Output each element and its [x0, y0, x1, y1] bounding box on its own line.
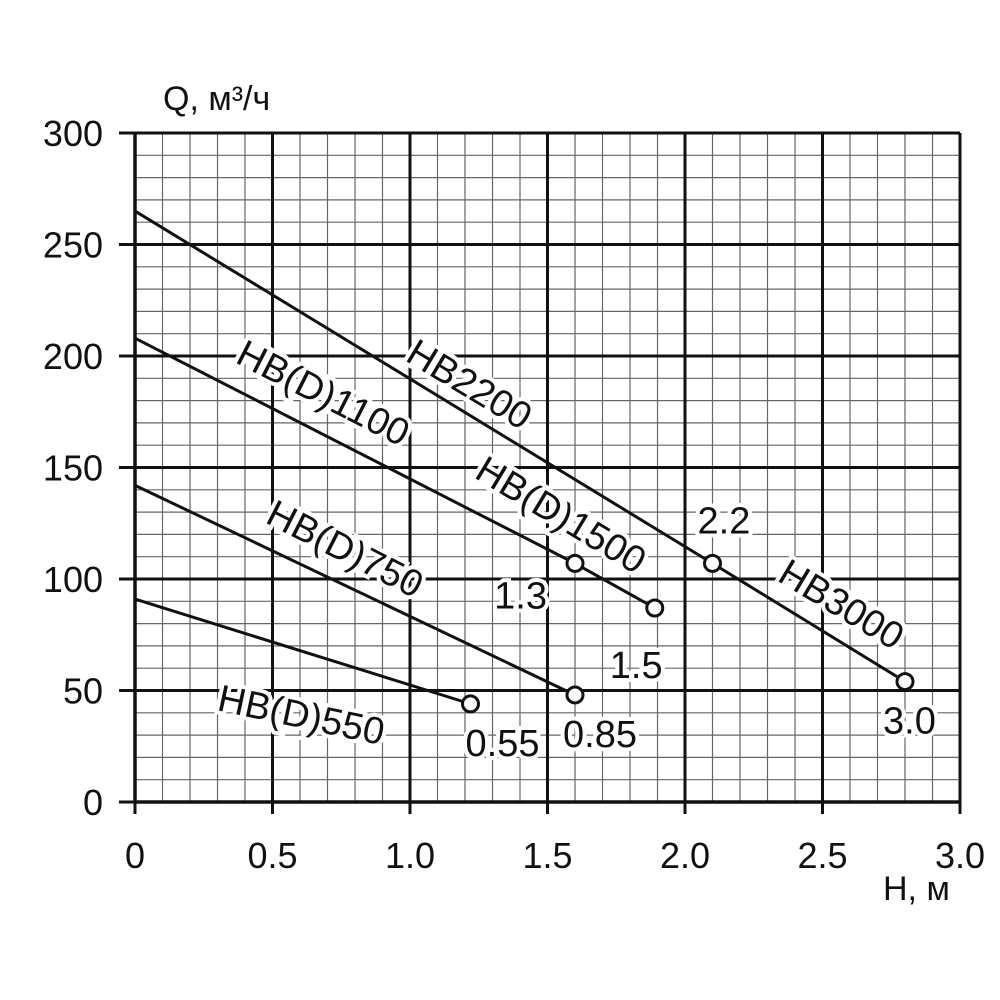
series-end-marker: [565, 685, 585, 705]
axes: [133, 133, 960, 804]
tick-labels: 0 0.5 1.0 1.5 2.0 2.5 3.0 0 50 100 150 200 250 300: [43, 113, 985, 876]
series-line: [574, 562, 656, 610]
x-tick-label: 1.0: [385, 835, 435, 876]
series-line: [711, 562, 906, 683]
series-end-label: 2.2: [698, 500, 751, 542]
y-tick-label: 50: [63, 671, 103, 712]
y-axis-title: Q, м³/ч: [163, 80, 270, 118]
x-tick-label: 0: [125, 835, 145, 876]
series-end-marker: [703, 553, 722, 573]
series-end-marker: [645, 598, 665, 618]
y-tick-label: 200: [43, 336, 103, 377]
x-axis-title: H, м: [883, 870, 950, 908]
x-tick-label: 3.0: [935, 835, 985, 876]
x-tick-label: 1.5: [522, 835, 572, 876]
y-tick-label: 300: [43, 113, 103, 154]
y-tick-label: 100: [43, 559, 103, 600]
series-end-label: 0.55: [466, 723, 540, 765]
series-line: [134, 336, 576, 565]
y-tick-label: 150: [43, 448, 103, 489]
series-end-label: 3.0: [883, 701, 936, 743]
series-line: [134, 209, 714, 565]
y-tick-label: 250: [43, 225, 103, 266]
series-lines: [134, 209, 906, 706]
point-labels: 0.55 0.85 1.3 1.5 2.2 3.0: [462, 496, 940, 768]
x-tick-label: 0.5: [247, 835, 297, 876]
x-tick-label: 2.0: [660, 835, 710, 876]
major-grid: [119, 131, 962, 814]
series-end-label: 0.85: [563, 714, 637, 756]
series-end-marker: [565, 553, 585, 573]
markers: [461, 553, 915, 714]
series-line: [134, 597, 471, 706]
series-end-marker: [895, 672, 915, 692]
series-line: [134, 483, 576, 697]
series-end-label: 1.3: [494, 575, 547, 617]
y-tick-label: 0: [83, 782, 103, 823]
x-tick-label: 2.5: [797, 835, 847, 876]
series-end-marker: [461, 694, 480, 714]
series-name-label: HB(D)1100: [230, 333, 416, 455]
series-name-label: HB(D)750: [260, 493, 430, 607]
series-end-label: 1.5: [610, 645, 663, 687]
